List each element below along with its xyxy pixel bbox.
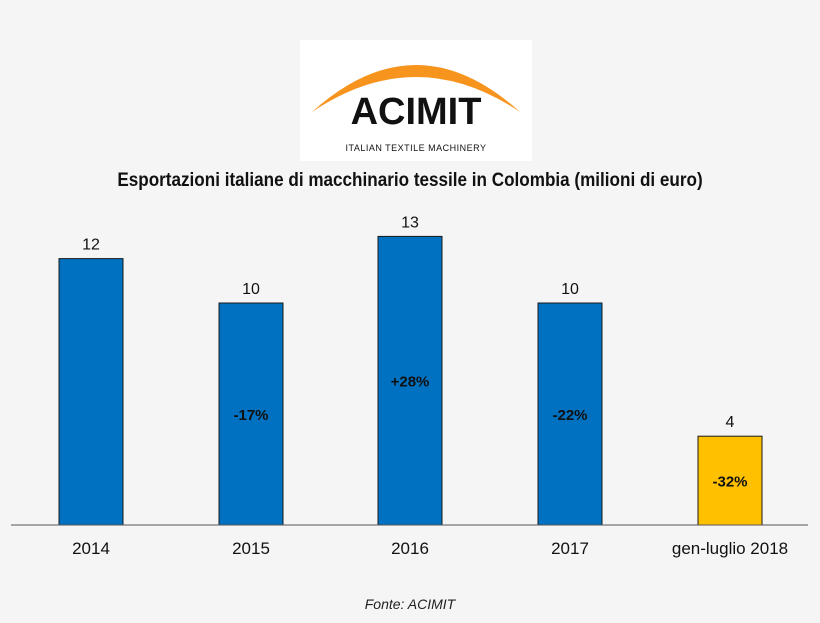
data-label: 13 [401, 214, 419, 231]
x-tick-label: 2017 [551, 539, 589, 558]
data-label: 4 [726, 414, 735, 431]
change-label: -22% [552, 407, 587, 424]
acimit-logo: ACIMIT ITALIAN TEXTILE MACHINERY [300, 40, 532, 161]
data-label: 10 [561, 281, 579, 298]
x-tick-label: gen-luglio 2018 [672, 539, 788, 558]
change-label: -32% [712, 474, 747, 491]
logo-name: ACIMIT [351, 91, 482, 133]
change-label: +28% [391, 374, 430, 391]
data-label: 12 [82, 237, 100, 254]
x-tick-label: 2016 [391, 539, 429, 558]
bar-2015 [218, 302, 284, 526]
bar-2014 [58, 258, 124, 526]
logo-tagline: ITALIAN TEXTILE MACHINERY [345, 143, 486, 153]
source-note: Fonte: ACIMIT [364, 596, 456, 612]
change-label: -17% [233, 407, 268, 424]
x-tick-label: 2014 [72, 539, 110, 558]
chart-title: Esportazioni italiane di macchinario tes… [117, 170, 703, 191]
data-label: 10 [242, 281, 260, 298]
x-tick-label: 2015 [232, 539, 270, 558]
bar-2017 [537, 302, 603, 526]
bar-gen-luglio 2018 [697, 435, 763, 526]
bar-2016 [377, 235, 443, 526]
logo-arc [312, 65, 520, 112]
